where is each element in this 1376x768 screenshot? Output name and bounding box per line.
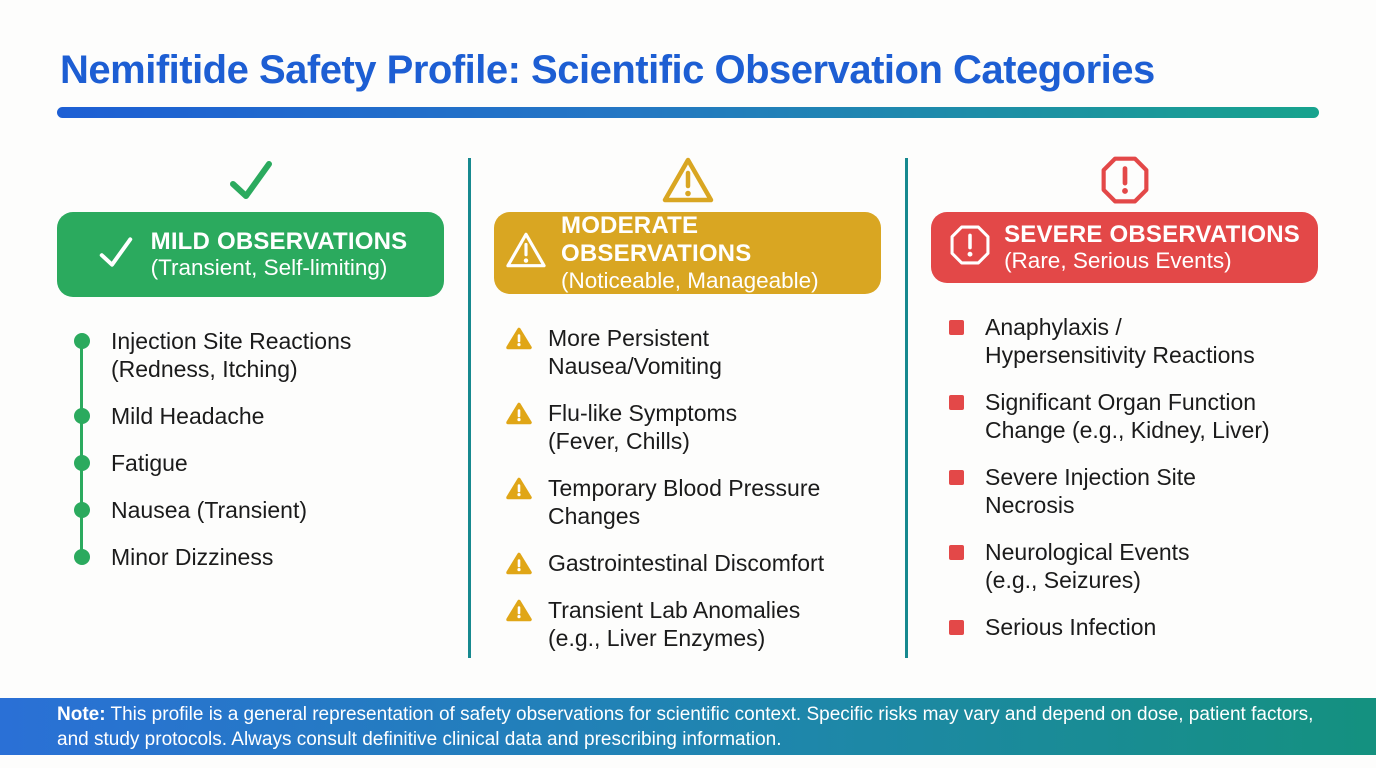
warning-triangle-bullet-icon [506, 477, 532, 530]
warning-triangle-bullet-icon [506, 552, 532, 577]
mild-header-banner: MILD OBSERVATIONS (Transient, Self-limit… [57, 212, 444, 297]
warning-triangle-icon [494, 155, 881, 205]
note-label: Note: [57, 703, 106, 725]
moderate-header-title: MODERATE OBSERVATIONS [561, 212, 752, 267]
square-bullet-icon [943, 313, 969, 369]
dot-bullet-icon [69, 543, 95, 571]
moderate-observation-list: More Persistent Nausea/Vomiting Flu-like… [494, 324, 881, 671]
list-item: Mild Headache [69, 402, 444, 430]
check-icon [94, 233, 138, 276]
list-item: Minor Dizziness [69, 543, 444, 571]
severe-header-title: SEVERE OBSERVATIONS [1004, 220, 1300, 248]
list-item: Gastrointestinal Discomfort [506, 549, 881, 577]
list-item: Neurological Events (e.g., Seizures) [943, 538, 1318, 594]
list-item: Significant Organ Function Change (e.g.,… [943, 388, 1318, 444]
page-title: Nemifitide Safety Profile: Scientific Ob… [60, 48, 1155, 92]
dot-bullet-icon [69, 402, 95, 430]
list-item: Nausea (Transient) [69, 496, 444, 524]
square-bullet-icon [943, 388, 969, 444]
observation-columns: MILD OBSERVATIONS (Transient, Self-limit… [57, 155, 1318, 660]
footer-note-text: Note: This profile is a general represen… [57, 703, 1314, 750]
warning-triangle-bullet-icon [506, 599, 532, 652]
list-item: Severe Injection Site Necrosis [943, 463, 1318, 519]
mild-header-subtitle: (Transient, Self-limiting) [150, 255, 388, 281]
square-bullet-icon [943, 463, 969, 519]
mild-header-title: MILD OBSERVATIONS [150, 227, 408, 255]
column-divider [904, 158, 908, 658]
severe-observation-list: Anaphylaxis / Hypersensitivity Reactions… [931, 313, 1318, 660]
warning-triangle-icon [504, 230, 548, 275]
square-bullet-icon [943, 613, 969, 641]
column-severe-observations: SEVERE OBSERVATIONS (Rare, Serious Event… [931, 155, 1318, 660]
list-item: Fatigue [69, 449, 444, 477]
dot-bullet-icon [69, 449, 95, 477]
list-item: Flu-like Symptoms (Fever, Chills) [506, 399, 881, 455]
dot-bullet-icon [69, 496, 95, 524]
stop-octagon-icon [931, 155, 1318, 205]
dot-bullet-icon [69, 327, 95, 383]
check-icon [57, 155, 444, 205]
square-bullet-icon [943, 538, 969, 594]
list-item: Anaphylaxis / Hypersensitivity Reactions [943, 313, 1318, 369]
list-item: More Persistent Nausea/Vomiting [506, 324, 881, 380]
warning-triangle-bullet-icon [506, 327, 532, 380]
list-item: Temporary Blood Pressure Changes [506, 474, 881, 530]
list-item: Transient Lab Anomalies (e.g., Liver Enz… [506, 596, 881, 652]
warning-triangle-bullet-icon [506, 402, 532, 455]
moderate-header-subtitle: (Noticeable, Manageable) [561, 267, 819, 293]
column-divider [467, 158, 471, 658]
list-item: Serious Infection [943, 613, 1318, 641]
moderate-header-banner: MODERATE OBSERVATIONS (Noticeable, Manag… [494, 212, 881, 294]
column-mild-observations: MILD OBSERVATIONS (Transient, Self-limit… [57, 155, 444, 660]
severe-header-subtitle: (Rare, Serious Events) [1004, 248, 1232, 274]
mild-observation-list: Injection Site Reactions (Redness, Itchi… [57, 327, 444, 590]
title-underline-bar [57, 107, 1319, 118]
footer-note-band: Note: This profile is a general represen… [0, 698, 1376, 755]
stop-octagon-icon [949, 224, 991, 271]
column-moderate-observations: MODERATE OBSERVATIONS (Noticeable, Manag… [494, 155, 881, 660]
list-item: Injection Site Reactions (Redness, Itchi… [69, 327, 444, 383]
severe-header-banner: SEVERE OBSERVATIONS (Rare, Serious Event… [931, 212, 1318, 283]
